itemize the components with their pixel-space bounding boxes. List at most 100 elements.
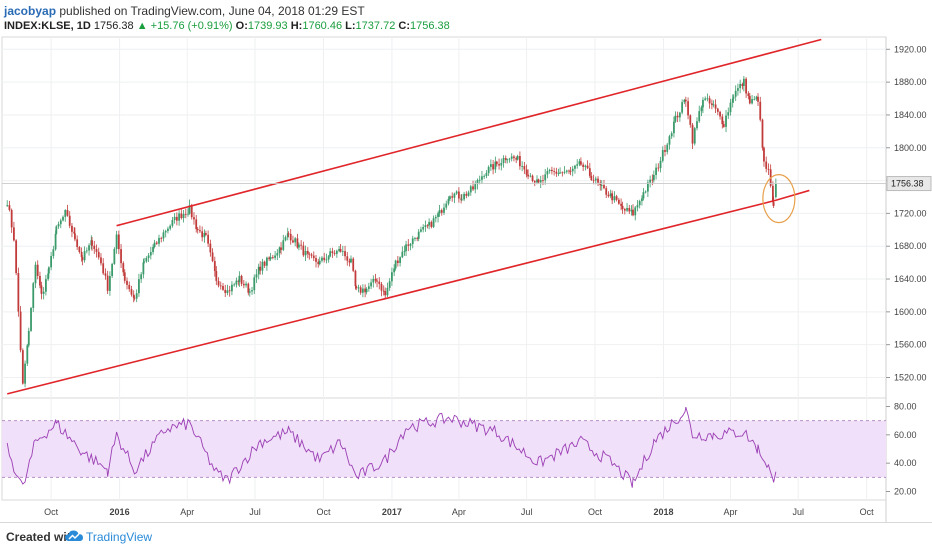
close-label: C:	[398, 20, 410, 32]
candle	[327, 254, 330, 263]
candle-body	[611, 193, 614, 201]
candle	[580, 157, 582, 166]
candle-body	[652, 174, 655, 181]
candle-body	[657, 167, 660, 169]
candle-body	[21, 350, 24, 384]
candle	[294, 236, 297, 247]
candle	[120, 243, 122, 268]
candle-body	[367, 286, 370, 289]
candle	[126, 277, 128, 290]
candle-body	[111, 263, 114, 277]
channel-lower-line[interactable]	[7, 189, 810, 395]
candle	[424, 220, 427, 232]
candle-body	[500, 163, 503, 166]
candle	[457, 187, 460, 203]
candle-body	[226, 290, 229, 293]
candle-body	[767, 168, 770, 170]
author-link[interactable]: jacobyap	[4, 4, 57, 18]
candle-body	[437, 213, 439, 217]
candle-body	[294, 238, 297, 243]
candle	[745, 77, 748, 98]
x-tick-label: 2018	[653, 507, 673, 517]
candle-body	[233, 284, 236, 286]
candle	[302, 241, 305, 257]
candle-body	[580, 161, 582, 165]
candle-body	[592, 179, 595, 181]
candle-body	[487, 166, 490, 174]
candle-body	[668, 136, 671, 145]
candle-body	[384, 291, 387, 296]
candle	[173, 213, 176, 224]
channel-upper-line[interactable]	[116, 38, 822, 227]
candle	[259, 261, 262, 275]
candle	[529, 173, 532, 178]
tradingview-brand-link[interactable]: TradingView	[86, 530, 153, 544]
candle	[759, 96, 762, 122]
candle	[751, 95, 753, 105]
candle	[693, 126, 696, 146]
candle	[321, 256, 323, 263]
candle	[765, 156, 768, 173]
candle-body	[742, 78, 745, 87]
candle	[47, 266, 50, 278]
candle	[533, 180, 536, 187]
candle-body	[719, 111, 721, 117]
last-price-tag: 1756.38	[886, 176, 932, 192]
candle-body	[308, 253, 311, 255]
candle-body	[683, 99, 686, 103]
candle-body	[673, 121, 675, 134]
candle	[297, 242, 300, 251]
x-tick-label: Oct	[316, 507, 331, 517]
candle-body	[681, 102, 684, 113]
candle	[774, 178, 777, 199]
candle	[167, 226, 169, 234]
candle	[455, 190, 458, 195]
candle	[59, 218, 62, 229]
candle-body	[548, 169, 551, 172]
candle	[546, 167, 549, 179]
candle	[437, 211, 439, 223]
price-chart[interactable]: Oct 2016 Apr Jul Oct 2017 Apr Jul Oct 2018 Apr Jul O…	[0, 0, 932, 522]
candle	[417, 229, 420, 242]
candle	[525, 164, 528, 178]
candle-body	[774, 183, 777, 198]
candle-body	[335, 250, 338, 254]
candle	[630, 205, 633, 216]
rsi-y-tick-label: 20.00	[894, 487, 917, 497]
candle	[238, 271, 241, 287]
candle-body	[704, 98, 707, 100]
candle-body	[550, 169, 553, 172]
candle-body	[143, 261, 146, 263]
candle	[489, 159, 492, 171]
candle-body	[162, 232, 165, 239]
candle-body	[555, 171, 558, 174]
candle-body	[636, 205, 639, 208]
candle-body	[248, 291, 251, 293]
candle	[169, 224, 172, 231]
candle-body	[492, 164, 495, 170]
candle	[586, 160, 589, 170]
candle-body	[621, 205, 624, 210]
candle	[102, 258, 105, 275]
candle-body	[467, 192, 470, 196]
price-pane[interactable]	[1, 36, 887, 399]
candle	[374, 273, 377, 284]
candle	[317, 258, 320, 268]
candle	[732, 94, 735, 103]
candle	[734, 85, 737, 102]
candle-body	[36, 264, 39, 276]
candle-body	[27, 330, 30, 346]
candle-body	[76, 239, 79, 248]
candle-body	[443, 207, 445, 213]
candle	[276, 249, 279, 261]
candle	[670, 131, 673, 139]
candle-body	[203, 233, 206, 238]
candle-body	[344, 251, 346, 257]
highlight-ellipse[interactable]	[762, 174, 796, 224]
y-tick-label: 1560.00	[894, 340, 927, 350]
candle	[346, 252, 349, 266]
candle-body	[642, 192, 645, 199]
candle-body	[306, 250, 309, 254]
candle	[478, 175, 481, 185]
candle-body	[664, 150, 666, 152]
